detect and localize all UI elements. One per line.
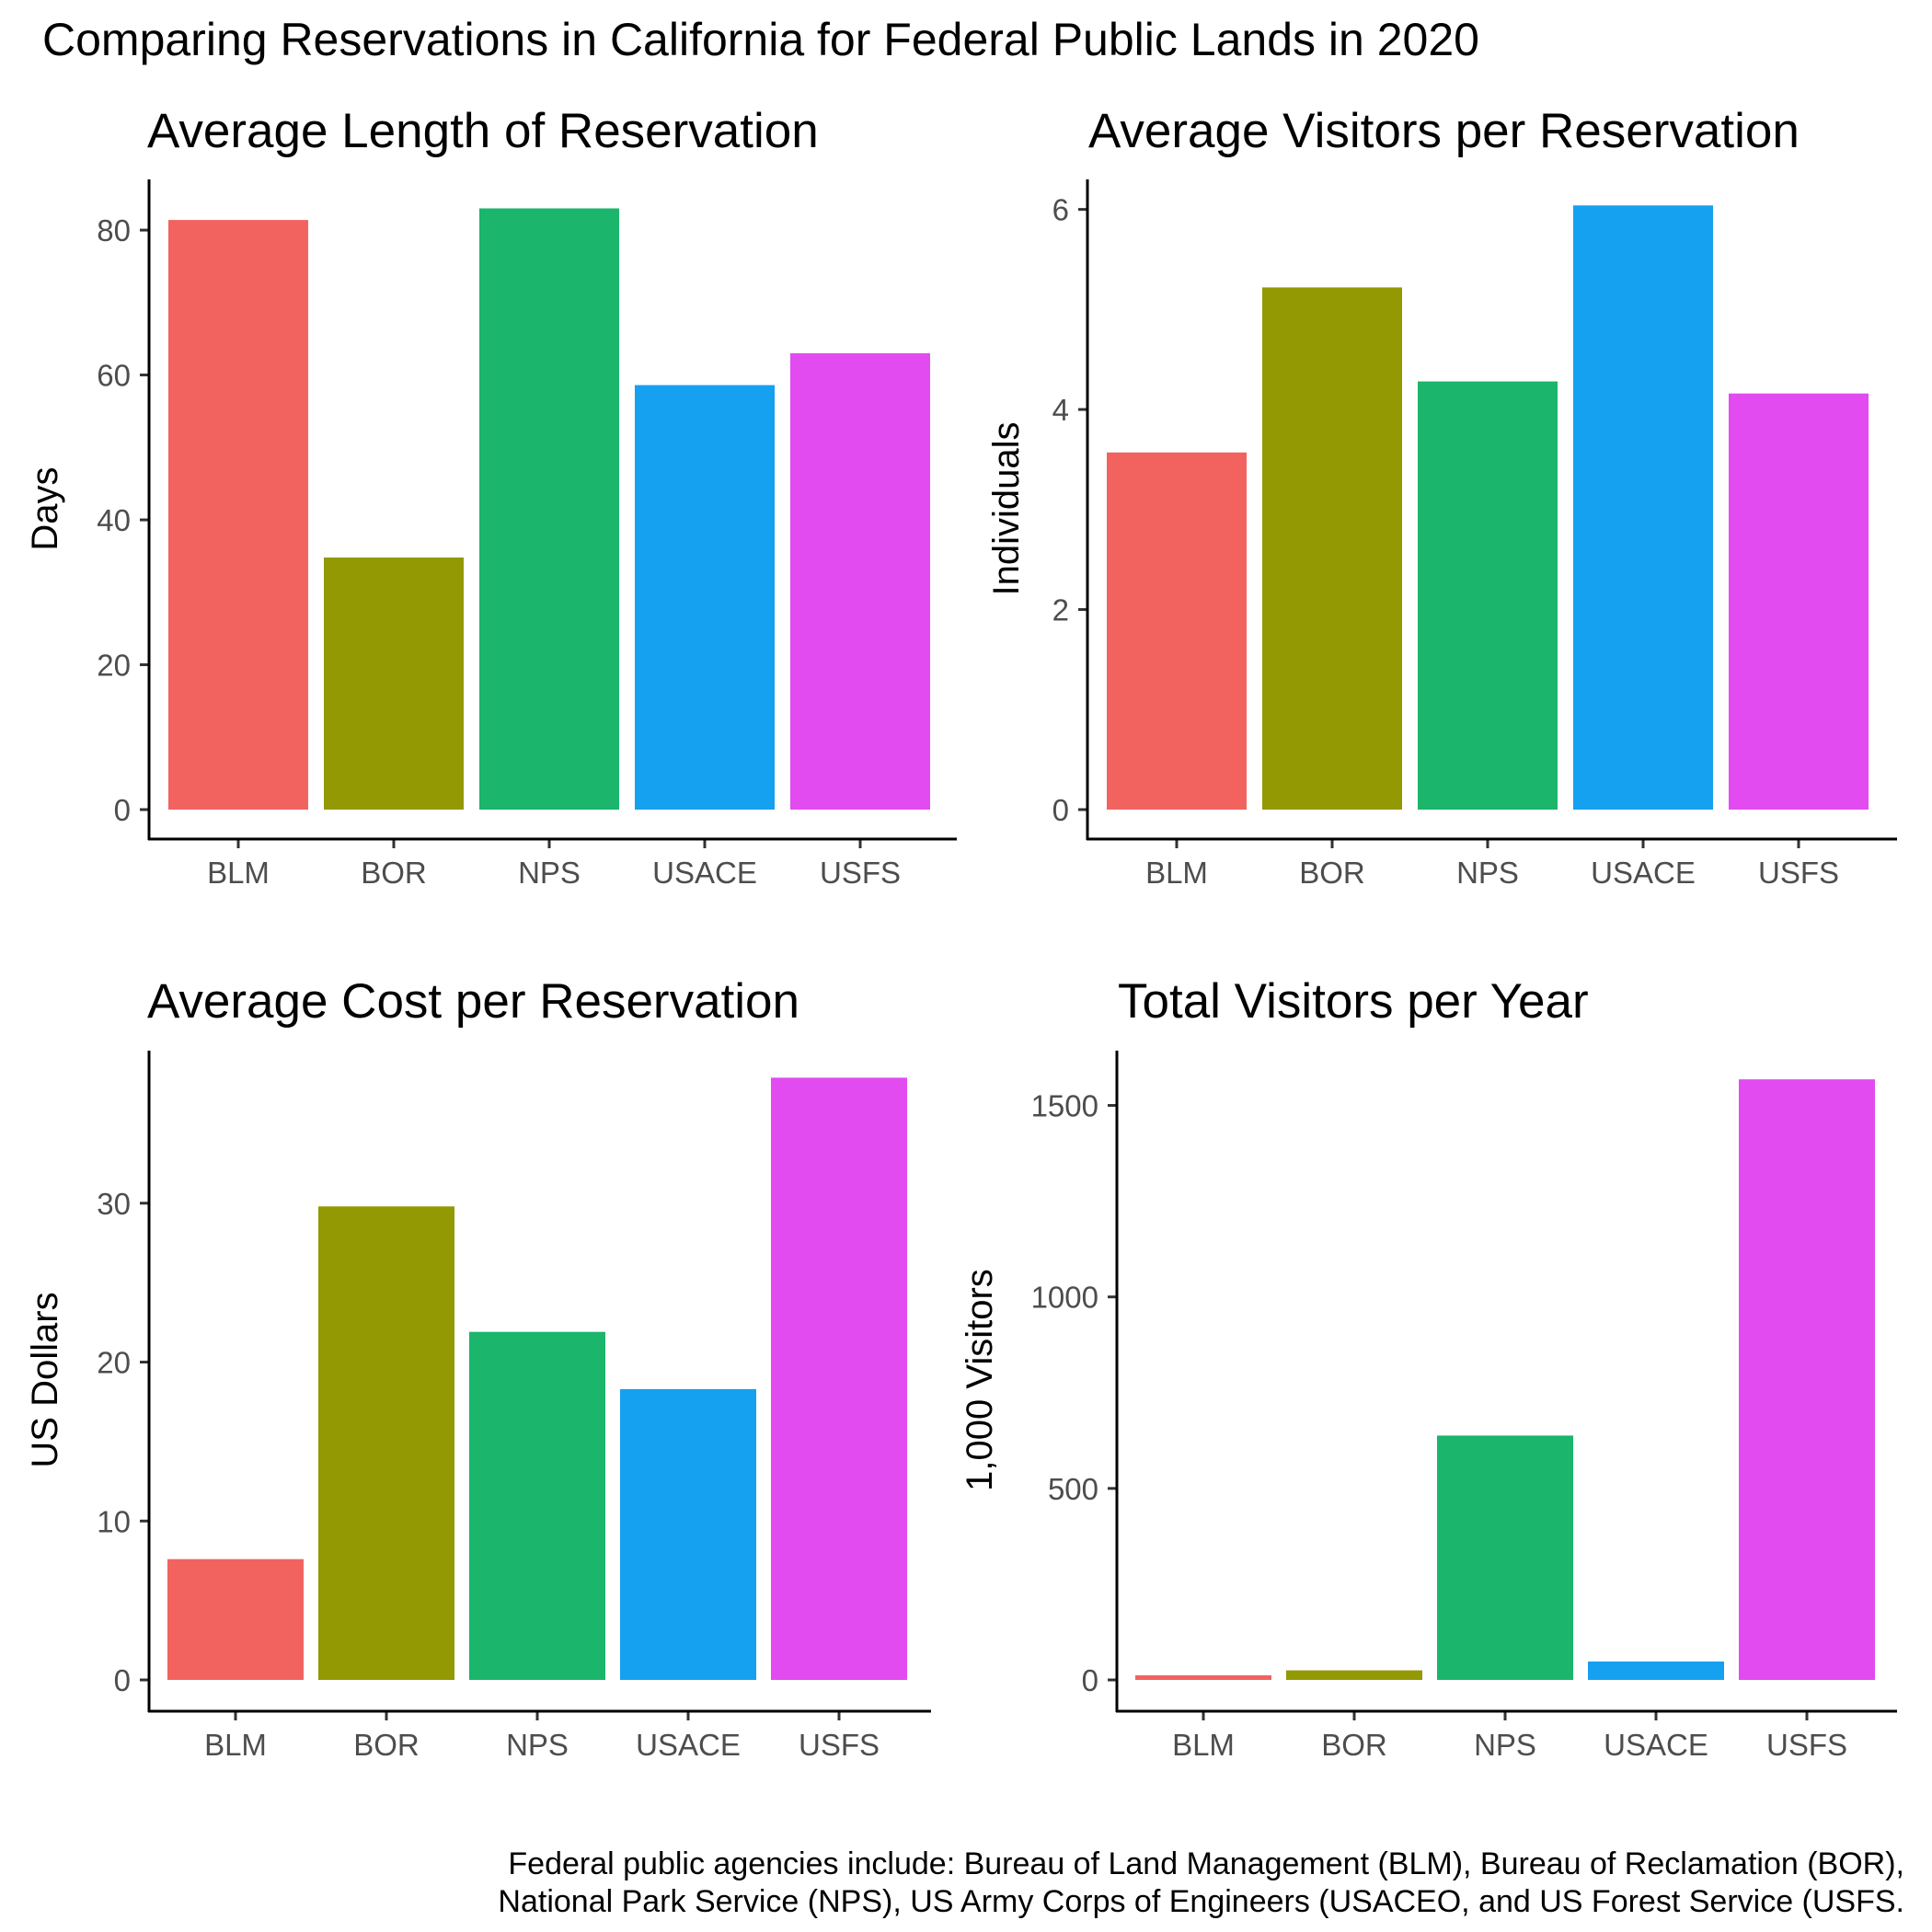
x-tick-label-usfs: USFS (1766, 1728, 1847, 1762)
bar-blm (1135, 1675, 1271, 1680)
y-tick-label: 4 (1052, 393, 1069, 427)
y-tick-label: 2 (1052, 593, 1069, 627)
x-tick-label-bor: BOR (353, 1728, 420, 1762)
bar-usfs (790, 353, 930, 810)
x-tick-label-blm: BLM (204, 1728, 267, 1762)
y-tick-label: 40 (97, 503, 131, 537)
y-tick-label: 30 (97, 1187, 131, 1221)
bar-usfs (771, 1077, 907, 1680)
bar-usace (1573, 205, 1713, 811)
y-axis-title: US Dollars (25, 1292, 65, 1467)
x-tick-label-bor: BOR (1321, 1728, 1387, 1762)
x-tick-label-bor: BOR (1299, 856, 1365, 890)
y-tick-label: 0 (114, 1663, 131, 1697)
panel-title-length: Average Length of Reservation (147, 104, 819, 158)
bar-usace (620, 1388, 756, 1680)
bar-bor (1262, 287, 1402, 810)
bar-nps (1437, 1435, 1573, 1680)
y-tick-label: 20 (97, 1346, 131, 1380)
y-axis-title: Individuals (986, 421, 1027, 595)
bar-usace (1588, 1662, 1724, 1680)
bar-nps (479, 208, 619, 810)
x-tick-label-bor: BOR (361, 856, 427, 890)
x-tick-label-nps: NPS (518, 856, 581, 890)
caption-line-1: Federal public agencies include: Bureau … (508, 1846, 1904, 1881)
main-title: Comparing Reservations in California for… (42, 14, 1479, 65)
x-tick-label-nps: NPS (506, 1728, 569, 1762)
bar-blm (168, 220, 308, 811)
bar-usfs (1739, 1079, 1875, 1680)
x-tick-label-blm: BLM (1145, 856, 1208, 890)
y-tick-label: 80 (97, 213, 131, 247)
bar-nps (469, 1331, 605, 1680)
bar-usace (635, 385, 775, 810)
panel-title-cost: Average Cost per Reservation (147, 974, 800, 1029)
caption: Federal public agencies include: Bureau … (498, 1846, 1904, 1921)
caption-line-2: National Park Service (NPS), US Army Cor… (498, 1883, 1904, 1919)
x-tick-label-nps: NPS (1474, 1728, 1536, 1762)
y-tick-label: 60 (97, 359, 131, 393)
chart-panel-2: BLM BOR NPS USACE USFS 0 2 4 6 Individuals (986, 179, 1897, 890)
bar-nps (1418, 381, 1558, 810)
panel-title-visitors-per-reservation: Average Visitors per Reservation (1088, 104, 1800, 158)
x-tick-label-usace: USACE (1591, 856, 1696, 890)
chart-panel-1: BLM BOR NPS USACE USFS 0 20 40 60 80 Days (25, 179, 957, 890)
x-tick-label-nps: NPS (1456, 856, 1519, 890)
y-axis-title: 1,000 Visitors (960, 1269, 1000, 1491)
x-tick-label-usfs: USFS (1758, 856, 1839, 890)
y-tick-label: 6 (1052, 193, 1069, 227)
x-tick-label-usfs: USFS (799, 1728, 880, 1762)
chart-panel-4: BLM BOR NPS USACE USFS 0 500 1000 1500 1,000 Visi… (960, 1051, 1897, 1762)
panel-title-total-visitors: Total Visitors per Year (1118, 974, 1589, 1029)
x-tick-label-blm: BLM (1172, 1728, 1235, 1762)
bar-bor (1286, 1670, 1422, 1680)
bar-bor (324, 558, 464, 810)
y-tick-label: 500 (1048, 1472, 1098, 1506)
x-tick-label-usfs: USFS (820, 856, 901, 890)
x-tick-label-blm: BLM (207, 856, 270, 890)
y-tick-label: 1000 (1031, 1281, 1098, 1315)
bar-bor (318, 1206, 454, 1680)
y-tick-label: 20 (97, 649, 131, 683)
y-axis-title: Days (25, 466, 65, 550)
x-tick-label-usace: USACE (652, 856, 757, 890)
chart-panel-3: BLM BOR NPS USACE USFS 0 10 20 30 US Dollars (25, 1051, 931, 1762)
y-tick-label: 1500 (1031, 1089, 1098, 1123)
x-tick-label-usace: USACE (636, 1728, 741, 1762)
bar-usfs (1729, 393, 1869, 810)
bar-blm (1107, 452, 1247, 810)
y-tick-label: 0 (1052, 793, 1069, 827)
y-tick-label: 0 (114, 793, 131, 827)
bar-blm (167, 1558, 304, 1680)
y-tick-label: 0 (1082, 1663, 1098, 1697)
x-tick-label-usace: USACE (1604, 1728, 1708, 1762)
y-tick-label: 10 (97, 1504, 131, 1538)
